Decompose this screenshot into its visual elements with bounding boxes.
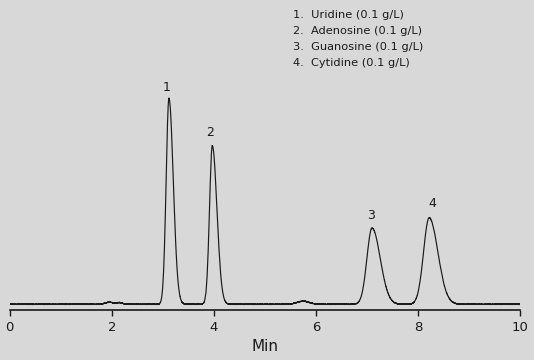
X-axis label: Min: Min [252, 339, 278, 355]
Text: 2: 2 [206, 126, 214, 139]
Text: 1.  Uridine (0.1 g/L)
2.  Adenosine (0.1 g/L)
3.  Guanosine (0.1 g/L)
4.  Cytidi: 1. Uridine (0.1 g/L) 2. Adenosine (0.1 g… [293, 10, 423, 68]
Text: 4: 4 [428, 197, 436, 210]
Text: 1: 1 [163, 81, 171, 94]
Text: 3: 3 [367, 209, 375, 222]
